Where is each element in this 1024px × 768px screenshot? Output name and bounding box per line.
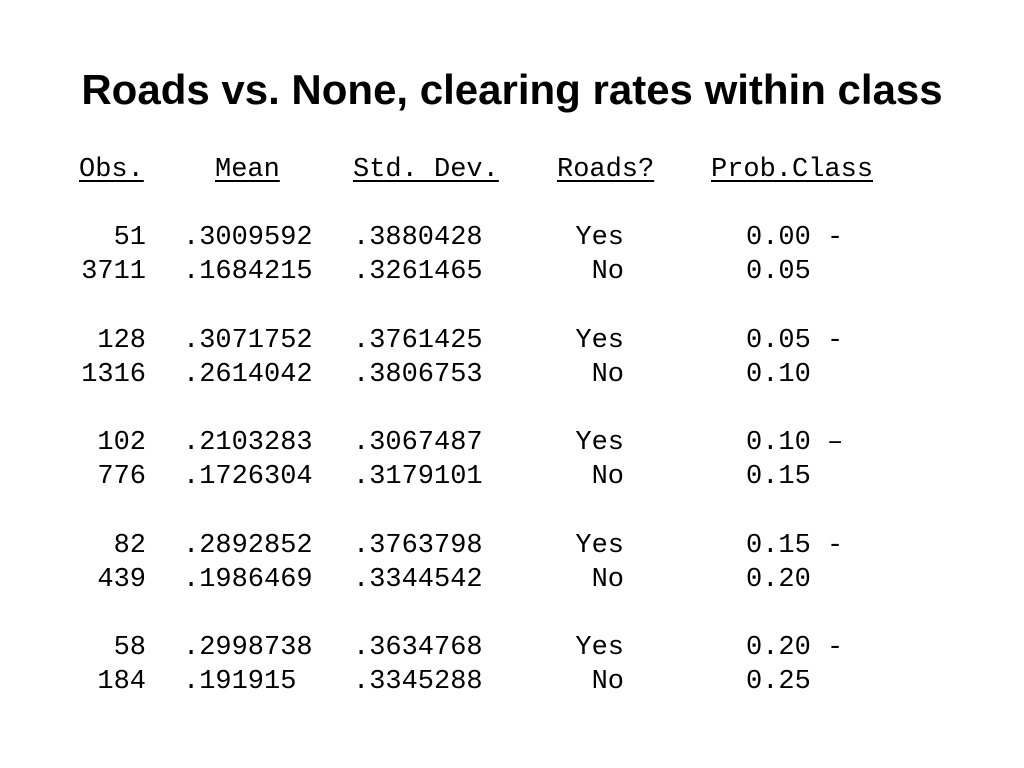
prob-class-cell: 0.25	[746, 667, 811, 697]
obs-cell: 102	[97, 428, 146, 458]
obs-cell: 128	[97, 325, 146, 356]
roads-cell: No	[591, 667, 624, 697]
obs-cell: 82	[113, 530, 146, 561]
roads-cell: No	[591, 564, 624, 595]
roads-cell: No	[591, 359, 624, 390]
obs-cell: 1316	[81, 359, 146, 390]
std-dev-cell: .3179101	[353, 462, 483, 492]
mean-cell: .2103283	[183, 428, 313, 458]
std-dev-cell: .3345288	[353, 667, 483, 697]
std-dev-cell: .3880428	[353, 223, 483, 253]
roads-cell: Yes	[575, 530, 624, 561]
prob-class-cell: 0.15	[746, 462, 811, 492]
roads-cell: Yes	[575, 325, 624, 356]
prob-class-cell: 0.20 -	[746, 633, 844, 663]
roads-cell: Yes	[575, 223, 624, 253]
mean-cell: .2614042	[183, 359, 313, 390]
std-dev-cell: .3344542	[353, 564, 483, 595]
std-dev-cell: .3634768	[353, 633, 483, 663]
roads-cell: No	[591, 462, 624, 492]
std-dev-cell: .3806753	[353, 359, 483, 390]
mean-cell: .1684215	[183, 257, 313, 287]
header-obs: Obs.	[79, 155, 144, 185]
std-dev-cell: .3763798	[353, 530, 483, 561]
obs-cell: 184	[97, 667, 146, 697]
header-mean: Mean	[215, 155, 280, 185]
obs-cell: 776	[97, 462, 146, 492]
mean-cell: .3071752	[183, 325, 313, 356]
prob-class-cell: 0.00 -	[746, 223, 844, 253]
roads-cell: Yes	[575, 428, 624, 458]
mean-cell: .1986469	[183, 564, 313, 595]
prob-class-cell: 0.05	[746, 257, 811, 287]
roads-cell: Yes	[575, 633, 624, 663]
prob-class-cell: 0.05 -	[746, 325, 844, 356]
header-std-dev: Std. Dev.	[353, 155, 499, 185]
roads-cell: No	[591, 257, 624, 287]
obs-cell: 58	[113, 633, 146, 663]
std-dev-cell: .3761425	[353, 325, 483, 356]
mean-cell: .3009592	[183, 223, 313, 253]
obs-cell: 51	[113, 223, 146, 253]
mean-cell: .2892852	[183, 530, 313, 561]
header-roads: Roads?	[557, 155, 655, 185]
prob-class-cell: 0.15 -	[746, 530, 844, 561]
std-dev-cell: .3261465	[353, 257, 483, 287]
header-prob-class: Prob.Class	[711, 155, 874, 185]
prob-class-cell: 0.10 –	[746, 428, 844, 458]
obs-cell: 3711	[81, 257, 146, 287]
mean-cell: .191915	[183, 667, 297, 697]
prob-class-cell: 0.10	[746, 359, 811, 390]
mean-cell: .1726304	[183, 462, 313, 492]
slide-title: Roads vs. None, clearing rates within cl…	[81, 66, 943, 113]
mean-cell: .2998738	[183, 633, 313, 663]
obs-cell: 439	[97, 564, 146, 595]
std-dev-cell: .3067487	[353, 428, 483, 458]
prob-class-cell: 0.20	[746, 564, 811, 595]
